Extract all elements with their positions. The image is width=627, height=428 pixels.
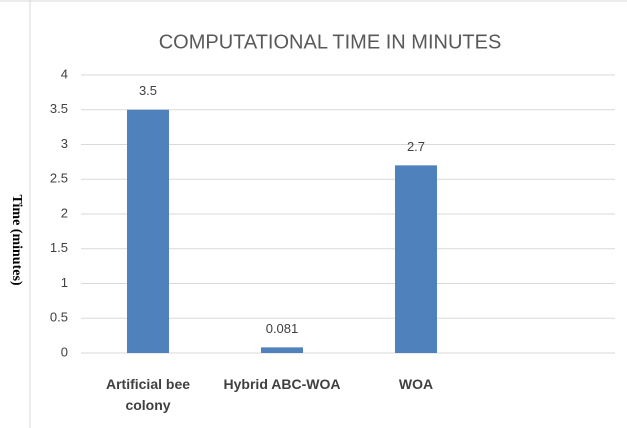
bar: [395, 165, 437, 353]
y-tick-label: 1.5: [50, 240, 68, 255]
bar: [261, 347, 303, 353]
data-label: 3.5: [139, 83, 157, 98]
x-tick-label: Artificial bee colony: [105, 376, 191, 413]
data-label: 0.081: [266, 321, 299, 336]
data-label: 2.7: [407, 139, 425, 154]
y-tick-label: 1: [61, 275, 68, 290]
y-axis-label: Time (minutes): [9, 194, 24, 285]
y-tick-label: 2: [61, 205, 68, 220]
y-tick-label: 0.5: [50, 310, 68, 325]
chart-title: COMPUTATIONAL TIME IN MINUTES: [159, 31, 502, 53]
y-tick-label: 0: [61, 344, 68, 359]
x-tick-label: Hybrid ABC-WOA: [223, 376, 341, 392]
y-tick-label: 3: [61, 136, 68, 151]
y-tick-label: 2.5: [50, 171, 68, 186]
y-tick-label: 4: [61, 66, 68, 81]
x-tick-label: WOA: [398, 376, 434, 392]
y-tick-label: 3.5: [50, 101, 68, 116]
bar: [127, 109, 169, 353]
